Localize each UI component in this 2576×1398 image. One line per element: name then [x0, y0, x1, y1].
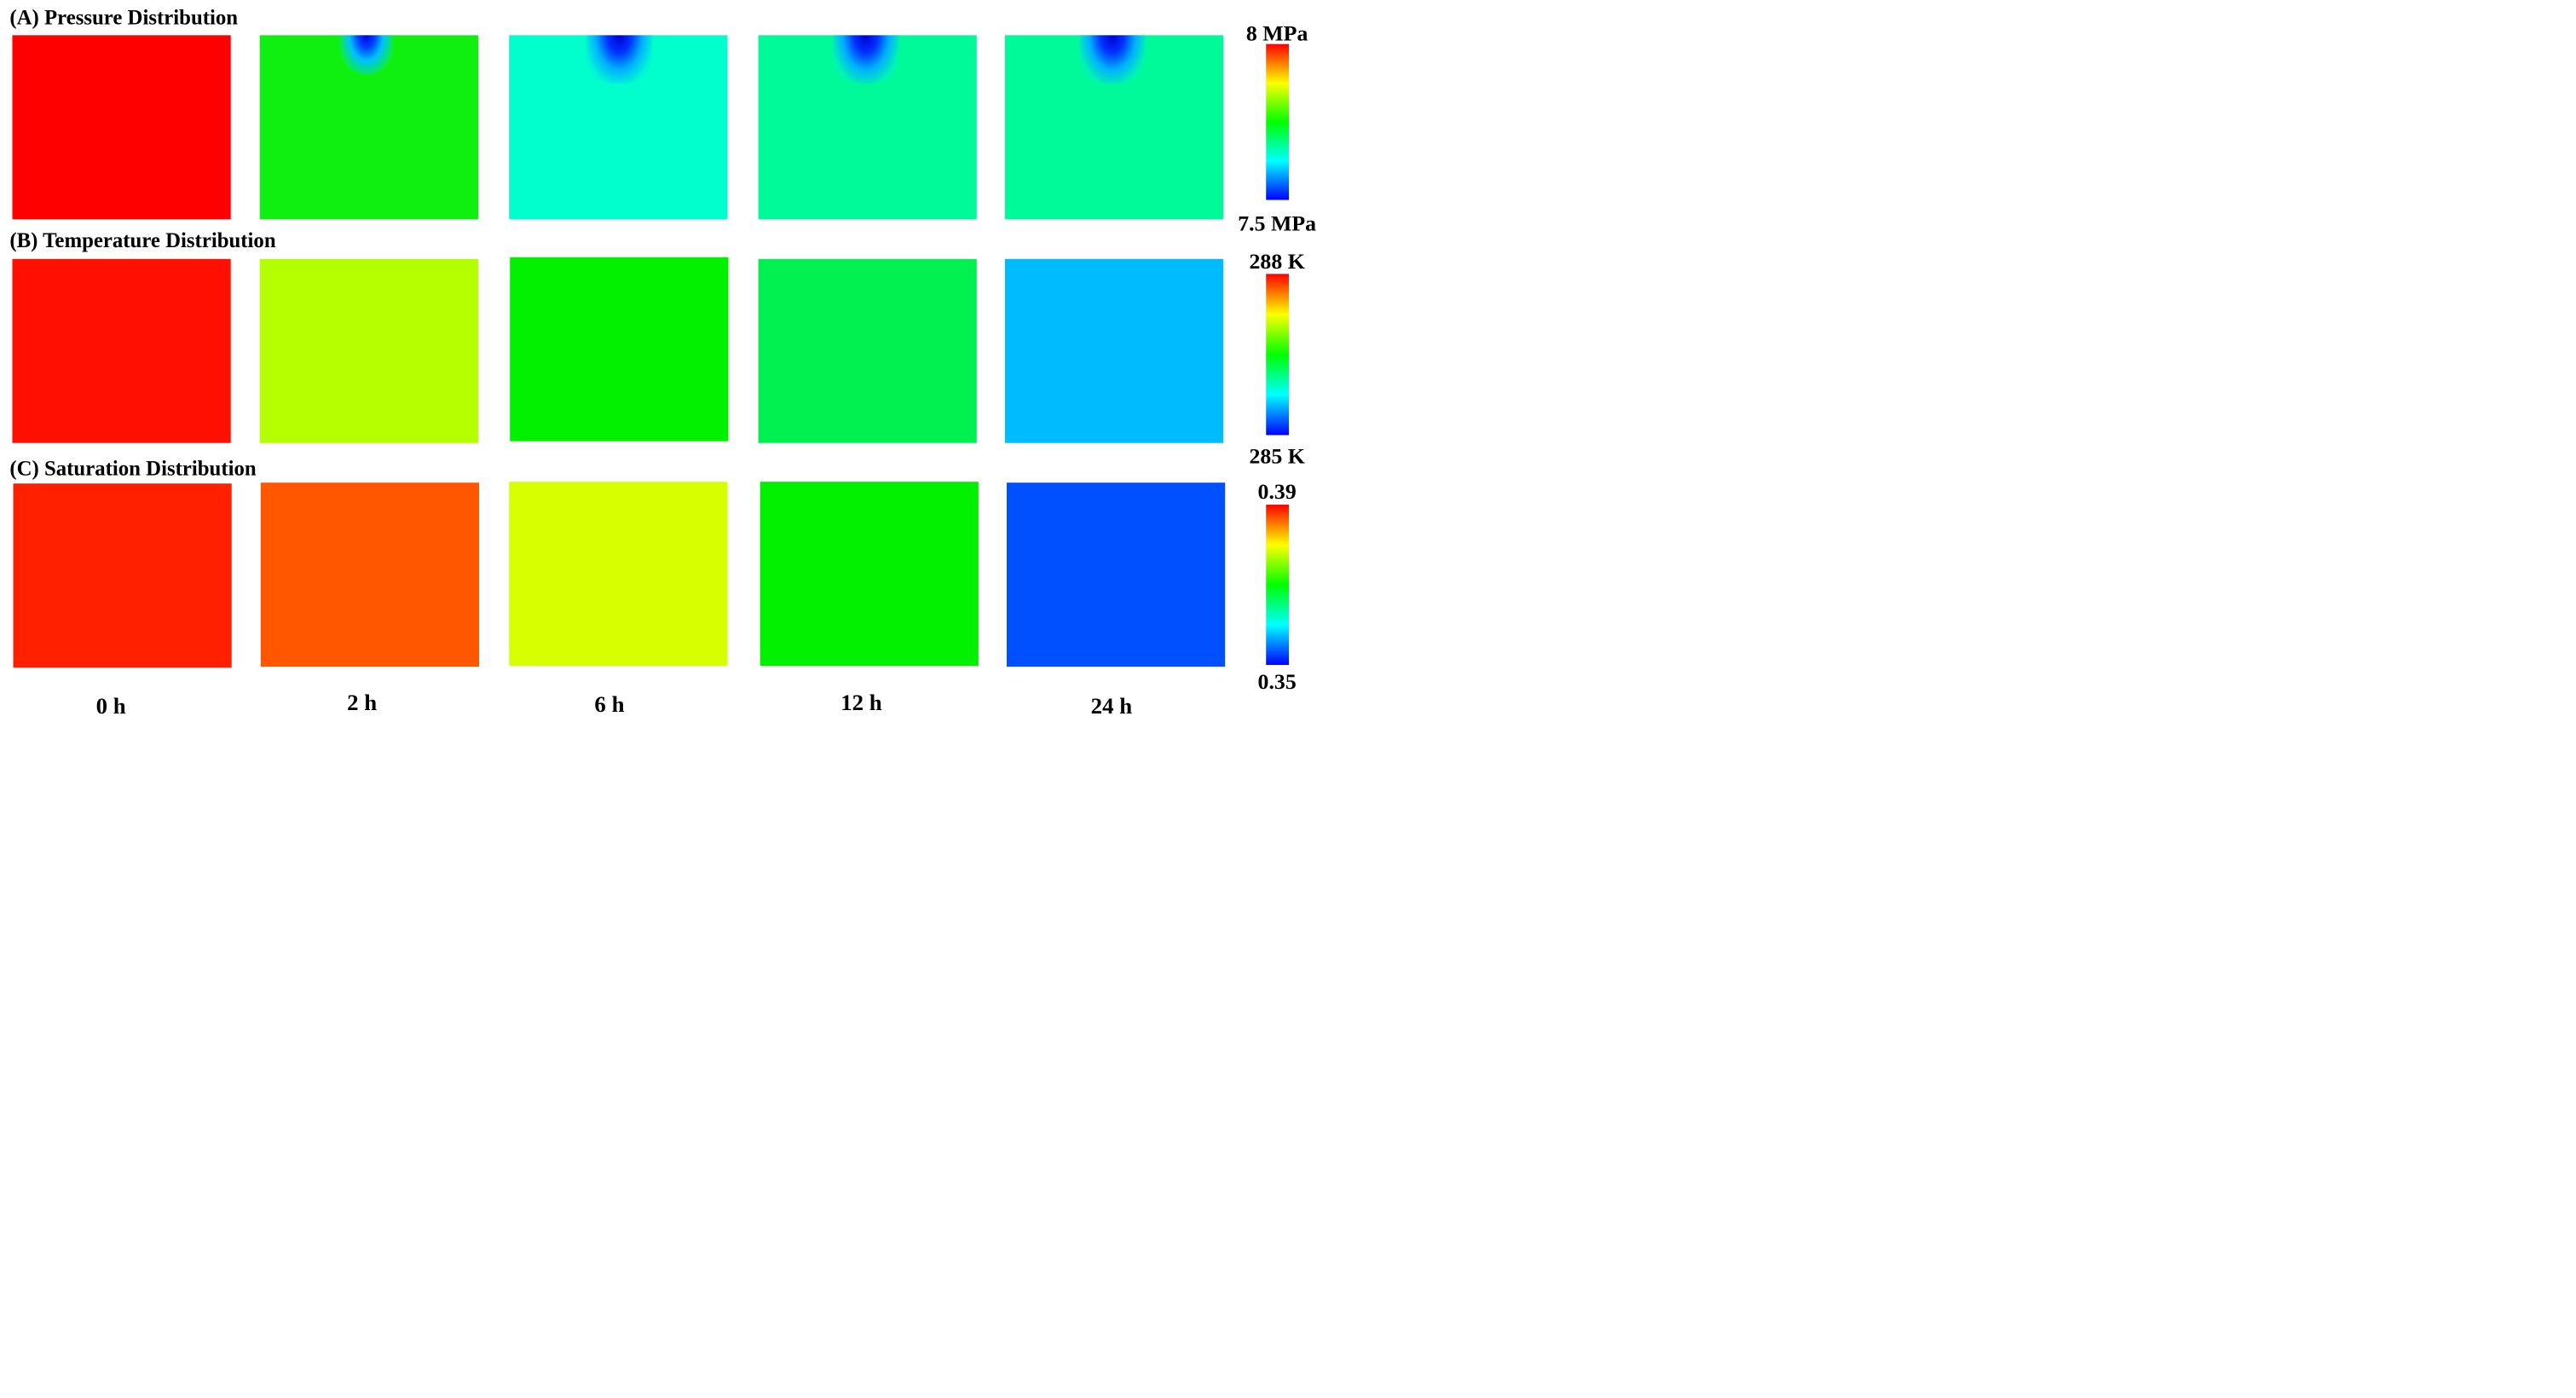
temperature-panel-12h: [758, 258, 977, 443]
saturation-panel-24h: [1006, 482, 1226, 667]
saturation-min-label: 0.35: [1257, 668, 1297, 694]
row-title-temperature: (B) Temperature Distribution: [9, 228, 276, 252]
temperature-panel-6h: [510, 257, 729, 442]
pressure-panel-0h: [12, 35, 231, 220]
time-label-6h: 6 h: [594, 691, 625, 718]
pressure-min-label: 7.5 MPa: [1238, 211, 1317, 236]
temperature-min-label: 285 K: [1249, 443, 1305, 469]
temperature-panel-24h: [1004, 258, 1224, 443]
temperature-colorbar: [1266, 274, 1290, 436]
pressure-low-spot: [1079, 35, 1146, 84]
saturation-max-label: 0.39: [1257, 478, 1297, 504]
saturation-panel-12h: [760, 482, 979, 667]
temperature-panel-0h: [12, 258, 231, 443]
saturation-colorbar: [1266, 505, 1290, 666]
time-label-0h: 0 h: [95, 693, 126, 719]
pressure-low-spot: [832, 35, 899, 84]
pressure-panel-6h: [509, 35, 728, 220]
saturation-panel-6h: [509, 482, 728, 667]
time-label-2h: 2 h: [347, 690, 378, 715]
pressure-panel-24h: [1004, 35, 1224, 220]
pressure-panel-12h: [758, 35, 977, 220]
figure: (A) Pressure Distribution (B) Temperatur…: [0, 0, 1331, 723]
temperature-max-label: 288 K: [1249, 248, 1305, 274]
pressure-colorbar: [1266, 43, 1290, 200]
pressure-panel-2h: [259, 35, 479, 220]
saturation-panel-0h: [13, 483, 232, 668]
saturation-panel-2h: [260, 482, 480, 667]
row-title-saturation: (C) Saturation Distribution: [9, 456, 257, 481]
time-label-24h: 24 h: [1090, 693, 1133, 719]
pressure-low-spot: [339, 35, 393, 75]
pressure-max-label: 8 MPa: [1245, 20, 1308, 46]
time-label-12h: 12 h: [840, 690, 882, 715]
row-title-pressure: (A) Pressure Distribution: [9, 5, 239, 30]
temperature-panel-2h: [259, 258, 479, 443]
pressure-low-spot: [586, 35, 653, 84]
